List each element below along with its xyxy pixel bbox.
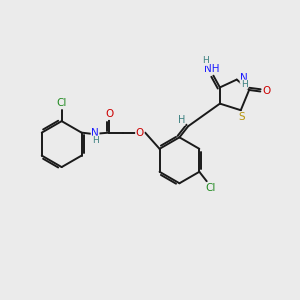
Text: O: O [263, 86, 271, 97]
Text: H: H [241, 80, 248, 89]
Text: H: H [202, 56, 209, 65]
Text: O: O [136, 128, 144, 138]
Text: O: O [105, 110, 113, 119]
Text: N: N [91, 128, 99, 138]
Text: NH: NH [205, 64, 220, 74]
Text: H: H [178, 115, 185, 125]
Text: H: H [92, 136, 98, 145]
Text: N: N [240, 73, 248, 83]
Text: Cl: Cl [205, 183, 216, 193]
Text: Cl: Cl [56, 98, 67, 109]
Text: S: S [238, 112, 245, 122]
